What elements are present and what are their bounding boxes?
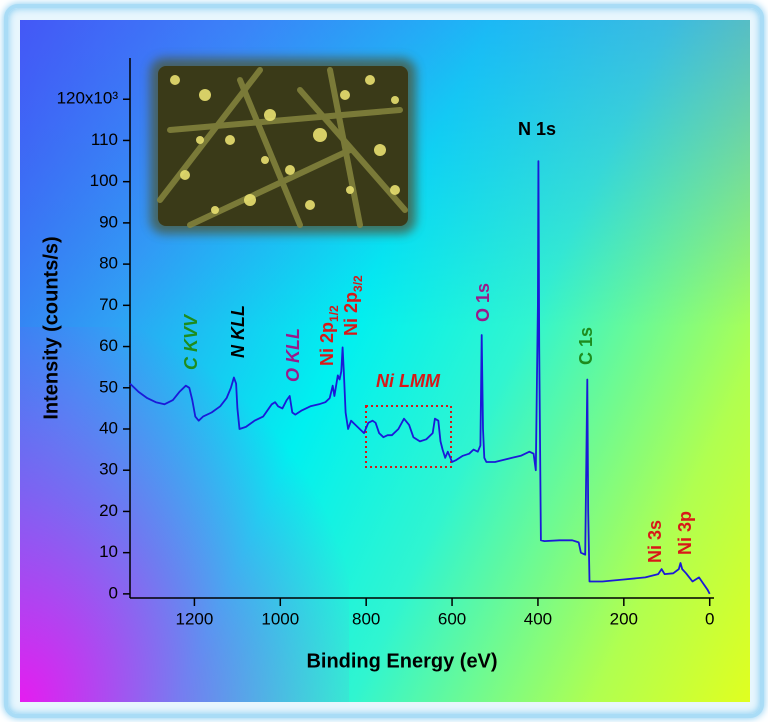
peak-label: N 1s bbox=[518, 119, 556, 139]
peak-label: O 1s bbox=[473, 283, 493, 322]
peak-label-text: C KVV bbox=[181, 313, 201, 370]
peak-label-text: Ni 3s bbox=[645, 520, 665, 563]
x-tick-label: 600 bbox=[438, 609, 466, 628]
y-tick-label: 10 bbox=[99, 542, 118, 561]
peak-label: Ni 2p3/2 bbox=[341, 275, 365, 336]
y-tick-label: 100 bbox=[90, 171, 118, 190]
peak-label-text: O 1s bbox=[473, 283, 493, 322]
peak-label: N KLL bbox=[228, 305, 248, 358]
x-tick-label: 1000 bbox=[261, 609, 299, 628]
peak-label-text: C 1s bbox=[576, 327, 596, 365]
peak-label-text: Ni 2p bbox=[341, 292, 361, 336]
peak-label: Ni 2p1/2 bbox=[317, 305, 341, 366]
x-tick-label: 800 bbox=[352, 609, 380, 628]
y-tick-label: 20 bbox=[99, 501, 118, 520]
x-axis-title: Binding Energy (eV) bbox=[306, 650, 497, 672]
x-tick-label: 400 bbox=[524, 609, 552, 628]
peak-label-text: Ni 3p bbox=[675, 511, 695, 555]
peak-label-text: N 1s bbox=[518, 119, 556, 139]
y-tick-label: 0 bbox=[109, 583, 118, 602]
y-tick-label: 50 bbox=[99, 377, 118, 396]
y-tick-label: 90 bbox=[99, 212, 118, 231]
peak-label: Ni LMM bbox=[376, 371, 441, 391]
spectrum-line bbox=[129, 160, 711, 595]
peak-label-subscript: 1/2 bbox=[327, 305, 341, 322]
y-axis-title: Intensity (counts/s) bbox=[40, 236, 62, 419]
y-tick-label: 30 bbox=[99, 460, 118, 479]
x-tick-label: 0 bbox=[705, 609, 714, 628]
peak-label: C 1s bbox=[576, 327, 596, 365]
highlight-box bbox=[365, 405, 452, 468]
peak-label-text: N KLL bbox=[228, 305, 248, 358]
y-tick-label: 60 bbox=[99, 336, 118, 355]
y-tick-label: 110 bbox=[91, 130, 118, 149]
peak-label: Ni 3s bbox=[645, 520, 665, 563]
y-tick-label: 70 bbox=[99, 295, 118, 314]
inset-image bbox=[150, 58, 416, 234]
x-tick-label: 1200 bbox=[175, 609, 213, 628]
peak-label: C KVV bbox=[181, 313, 201, 370]
peak-label-text: O KLL bbox=[283, 328, 303, 382]
x-tick-label: 200 bbox=[610, 609, 638, 628]
y-tick-label: 40 bbox=[99, 418, 118, 437]
y-tick-label: 80 bbox=[99, 254, 118, 273]
peak-label-text: Ni 2p bbox=[317, 322, 337, 366]
peak-label-subscript: 3/2 bbox=[351, 275, 365, 292]
y-tick-label: 120x10³ bbox=[57, 89, 119, 108]
peak-label: Ni 3p bbox=[675, 511, 695, 555]
peak-label-text: Ni LMM bbox=[376, 371, 441, 391]
peak-label: O KLL bbox=[283, 328, 303, 382]
